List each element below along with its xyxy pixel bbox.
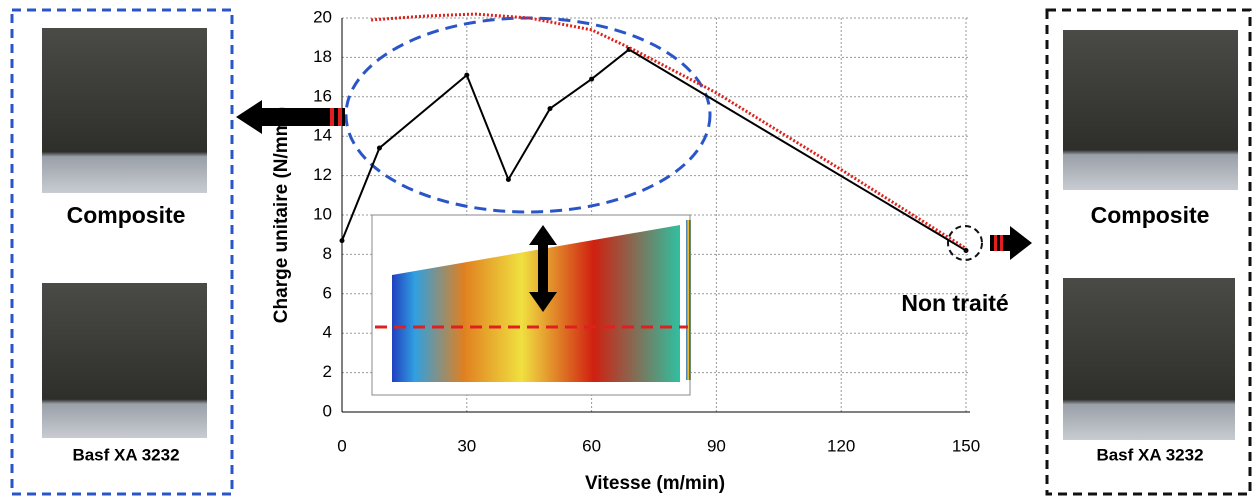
point [339,238,345,244]
y-tick-label: 4 [323,323,332,342]
photo [1063,30,1238,190]
x-tick-label: 120 [827,436,855,455]
point [464,72,470,78]
inset [371,214,691,396]
photo [42,283,207,438]
y-tick-label: 10 [313,204,332,223]
point [505,177,511,183]
annotation: Non traité [901,290,1008,316]
x-tick-label: 90 [707,436,726,455]
y-tick-label: 16 [313,86,332,105]
y-tick-label: 6 [323,283,332,302]
point [376,145,382,151]
caption: Basf XA 3232 [72,445,179,464]
series-line [341,48,967,252]
point [963,247,969,253]
x-tick-label: 60 [582,436,601,455]
x-tick-label: 150 [952,436,980,455]
left-frame [10,8,234,496]
x-tick-label: 30 [457,436,476,455]
y-tick-label: 12 [313,165,332,184]
point [547,106,553,112]
y-tick-label: 20 [313,7,332,26]
y-tick-label: 14 [313,126,332,145]
y-tick-label: 0 [323,401,332,420]
point [589,76,595,82]
x-axis-title: Vitesse (m/min) [585,473,725,494]
arrow [236,100,1032,312]
caption: Composite [67,202,186,228]
series-line [371,12,967,250]
y-tick-label: 18 [313,47,332,66]
photo [42,28,207,193]
y-axis-title: Charge unitaire (N/mm²) [271,107,292,323]
y-tick-label: 2 [323,362,332,381]
highlight-circle [947,225,983,261]
right-frame [1045,8,1252,496]
photo [1063,278,1235,440]
caption: Composite [1091,202,1210,228]
caption: Basf XA 3232 [1096,445,1203,464]
x-tick-label: 0 [337,436,346,455]
y-tick-label: 8 [323,244,332,263]
